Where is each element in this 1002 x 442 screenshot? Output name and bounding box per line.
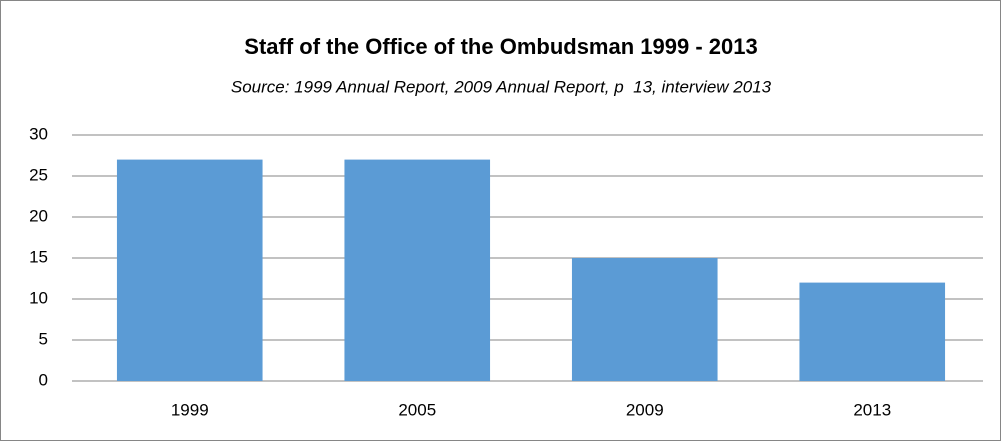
x-tick-label: 2005 xyxy=(398,400,436,419)
y-tick-label: 20 xyxy=(29,206,48,225)
y-tick-label: 5 xyxy=(39,329,48,348)
bar xyxy=(571,258,718,381)
y-tick-label: 10 xyxy=(29,288,48,307)
bar xyxy=(799,282,946,381)
chart-title: Staff of the Office of the Ombudsman 199… xyxy=(244,34,757,59)
x-tick-label: 1999 xyxy=(171,400,209,419)
x-tick-label: 2009 xyxy=(626,400,664,419)
y-tick-label: 15 xyxy=(29,247,48,266)
y-tick-label: 30 xyxy=(29,124,48,143)
x-tick-label: 2013 xyxy=(853,400,891,419)
y-tick-label: 25 xyxy=(29,165,48,184)
bar xyxy=(344,159,491,381)
y-tick-label: 0 xyxy=(39,370,48,389)
chart-subtitle: Source: 1999 Annual Report, 2009 Annual … xyxy=(231,77,772,96)
bar xyxy=(116,159,263,381)
